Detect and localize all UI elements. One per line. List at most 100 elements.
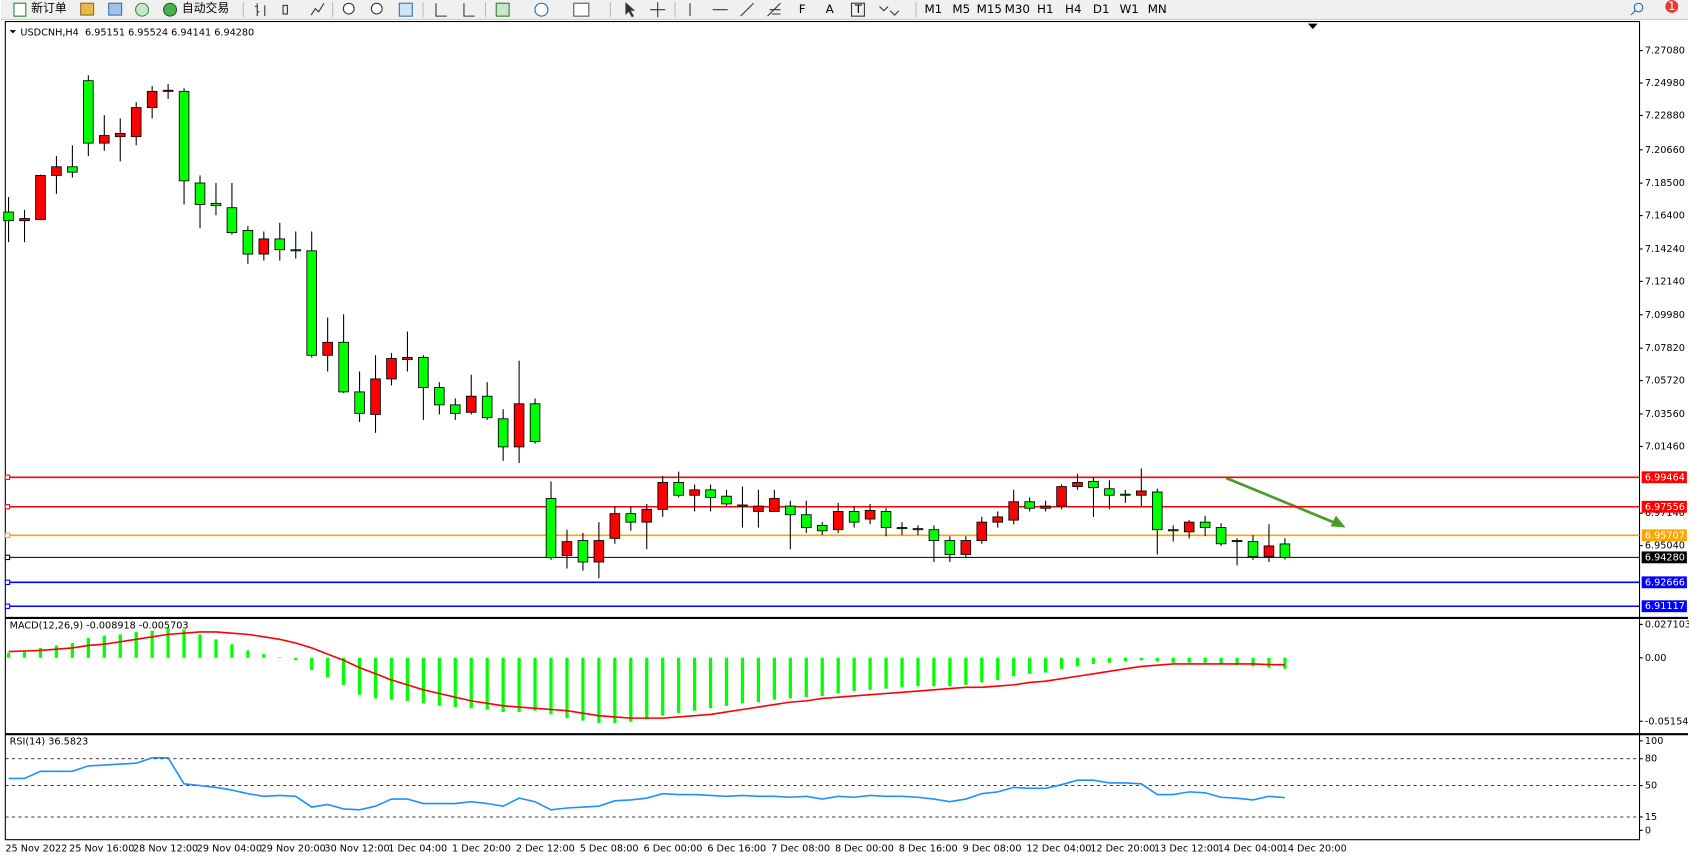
- candle-body: [976, 521, 988, 541]
- trendline-icon[interactable]: [740, 2, 754, 17]
- candle-body: [434, 387, 445, 406]
- candle-body: [928, 529, 940, 541]
- toolbar: 新订单 自动交易 F A T: [1, 0, 1688, 20]
- icon: [13, 2, 27, 17]
- histogram-bar: [134, 631, 138, 658]
- histogram-bar: [820, 657, 824, 696]
- candle-body: [641, 508, 653, 523]
- symbol: USDCNH,H4: [20, 27, 78, 38]
- candle-body: [1215, 527, 1227, 545]
- bar-chart-icon[interactable]: [255, 3, 266, 17]
- x-tick-label: 7 Dec 08:00: [771, 843, 830, 854]
- histogram-bar: [1012, 657, 1016, 677]
- candle-body: [1263, 545, 1275, 558]
- candle-body: [226, 207, 238, 234]
- y-tick-label: 0.00: [1645, 653, 1667, 664]
- level-label-bg: [1641, 600, 1687, 613]
- shift-icon[interactable]: [463, 3, 475, 17]
- candle-body: [593, 540, 605, 563]
- timeframe-button[interactable]: D1: [1093, 2, 1110, 16]
- candle-body: [785, 505, 796, 516]
- icon[interactable]: [135, 2, 150, 17]
- candle-body: [162, 89, 174, 92]
- histogram-bar: [756, 657, 761, 703]
- y-tick-label: 7.27080: [1645, 46, 1685, 57]
- histogram-bar: [836, 657, 840, 694]
- text-tool[interactable]: A: [826, 2, 834, 16]
- icon[interactable]: [108, 2, 123, 16]
- histogram-bar: [629, 657, 633, 722]
- histogram-bar: [38, 647, 43, 658]
- x-tick-label: 25 Nov 16:00: [69, 843, 134, 854]
- histogram-bar: [1219, 657, 1223, 664]
- candle-body: [529, 403, 541, 442]
- candle-body: [322, 341, 333, 356]
- timeframe-button[interactable]: H4: [1065, 2, 1081, 16]
- channel-icon[interactable]: [767, 2, 781, 17]
- histogram-bar: [884, 657, 888, 689]
- tile-icon[interactable]: [398, 2, 413, 17]
- histogram-bar: [118, 634, 122, 658]
- periods-icon[interactable]: [534, 2, 549, 17]
- histogram-bar: [613, 657, 617, 724]
- candle-icon[interactable]: [282, 4, 288, 15]
- timeframe-button[interactable]: M5: [952, 2, 970, 16]
- y-tick-label: 7.03560: [1645, 409, 1685, 420]
- histogram-bar: [852, 657, 856, 692]
- scroll-icon[interactable]: [435, 3, 447, 17]
- indicators-icon[interactable]: [495, 2, 510, 17]
- chart-window: USDCNH,H4 6.95151 6.95524 6.94141 6.9428…: [3, 20, 1689, 854]
- histogram-bar: [453, 657, 457, 708]
- timeframe-button[interactable]: H1: [1037, 2, 1053, 16]
- label-tool[interactable]: T: [854, 2, 863, 16]
- y-tick-label: 7.20660: [1645, 145, 1685, 156]
- candle-body: [146, 90, 158, 109]
- level-label-bg: [1641, 529, 1687, 542]
- level-marker: [4, 504, 11, 510]
- candle-body: [1040, 505, 1051, 509]
- candle-body: [354, 391, 365, 414]
- candle-body: [1152, 491, 1163, 531]
- icon[interactable]: [80, 2, 95, 16]
- histogram-bar: [421, 657, 425, 704]
- candle-body: [689, 489, 700, 496]
- candle-body: [99, 135, 110, 144]
- candle-body: [1008, 501, 1019, 521]
- timeframe-button[interactable]: W1: [1120, 2, 1139, 16]
- candle-body: [130, 107, 142, 138]
- arrows-icon[interactable]: [879, 6, 900, 16]
- search-icon[interactable]: [1633, 2, 1644, 13]
- zoom-in-icon[interactable]: [342, 2, 355, 15]
- candle-body: [67, 166, 78, 173]
- candle-body: [338, 341, 349, 393]
- candle-body: [577, 540, 589, 563]
- histogram-bar: [932, 657, 936, 687]
- candle-body: [418, 357, 429, 388]
- auto-trading-button[interactable]: 自动交易: [163, 1, 230, 17]
- timeframe-button[interactable]: MN: [1148, 2, 1167, 16]
- crosshair-icon[interactable]: [650, 2, 666, 18]
- timeframe-button[interactable]: M15: [977, 2, 1002, 16]
- timeframe-button[interactable]: M1: [924, 2, 942, 16]
- cursor-icon[interactable]: [625, 2, 636, 18]
- histogram-bar: [501, 657, 505, 712]
- alert-badge[interactable]: [1665, 0, 1679, 13]
- line-chart-icon[interactable]: [310, 2, 325, 16]
- timeframe-button[interactable]: M30: [1005, 2, 1030, 16]
- candle-body: [450, 404, 461, 414]
- y-tick-label: 7.07820: [1645, 343, 1685, 354]
- histogram-bar: [357, 657, 362, 695]
- fibo-icon[interactable]: F: [799, 2, 806, 16]
- candle-body: [3, 211, 14, 222]
- histogram-bar: [964, 657, 968, 685]
- candle-body: [1120, 493, 1131, 496]
- templates-icon[interactable]: [573, 2, 590, 17]
- y-tick-label: 100: [1645, 736, 1663, 747]
- y-tick-label: 0: [1645, 825, 1651, 836]
- histogram-bar: [1203, 657, 1207, 663]
- candle-body: [1199, 521, 1211, 528]
- new-order-button[interactable]: 新订单: [13, 1, 67, 17]
- zoom-out-icon[interactable]: [370, 2, 383, 15]
- annotation-arrowhead: [1330, 515, 1346, 528]
- candle-body: [737, 504, 748, 507]
